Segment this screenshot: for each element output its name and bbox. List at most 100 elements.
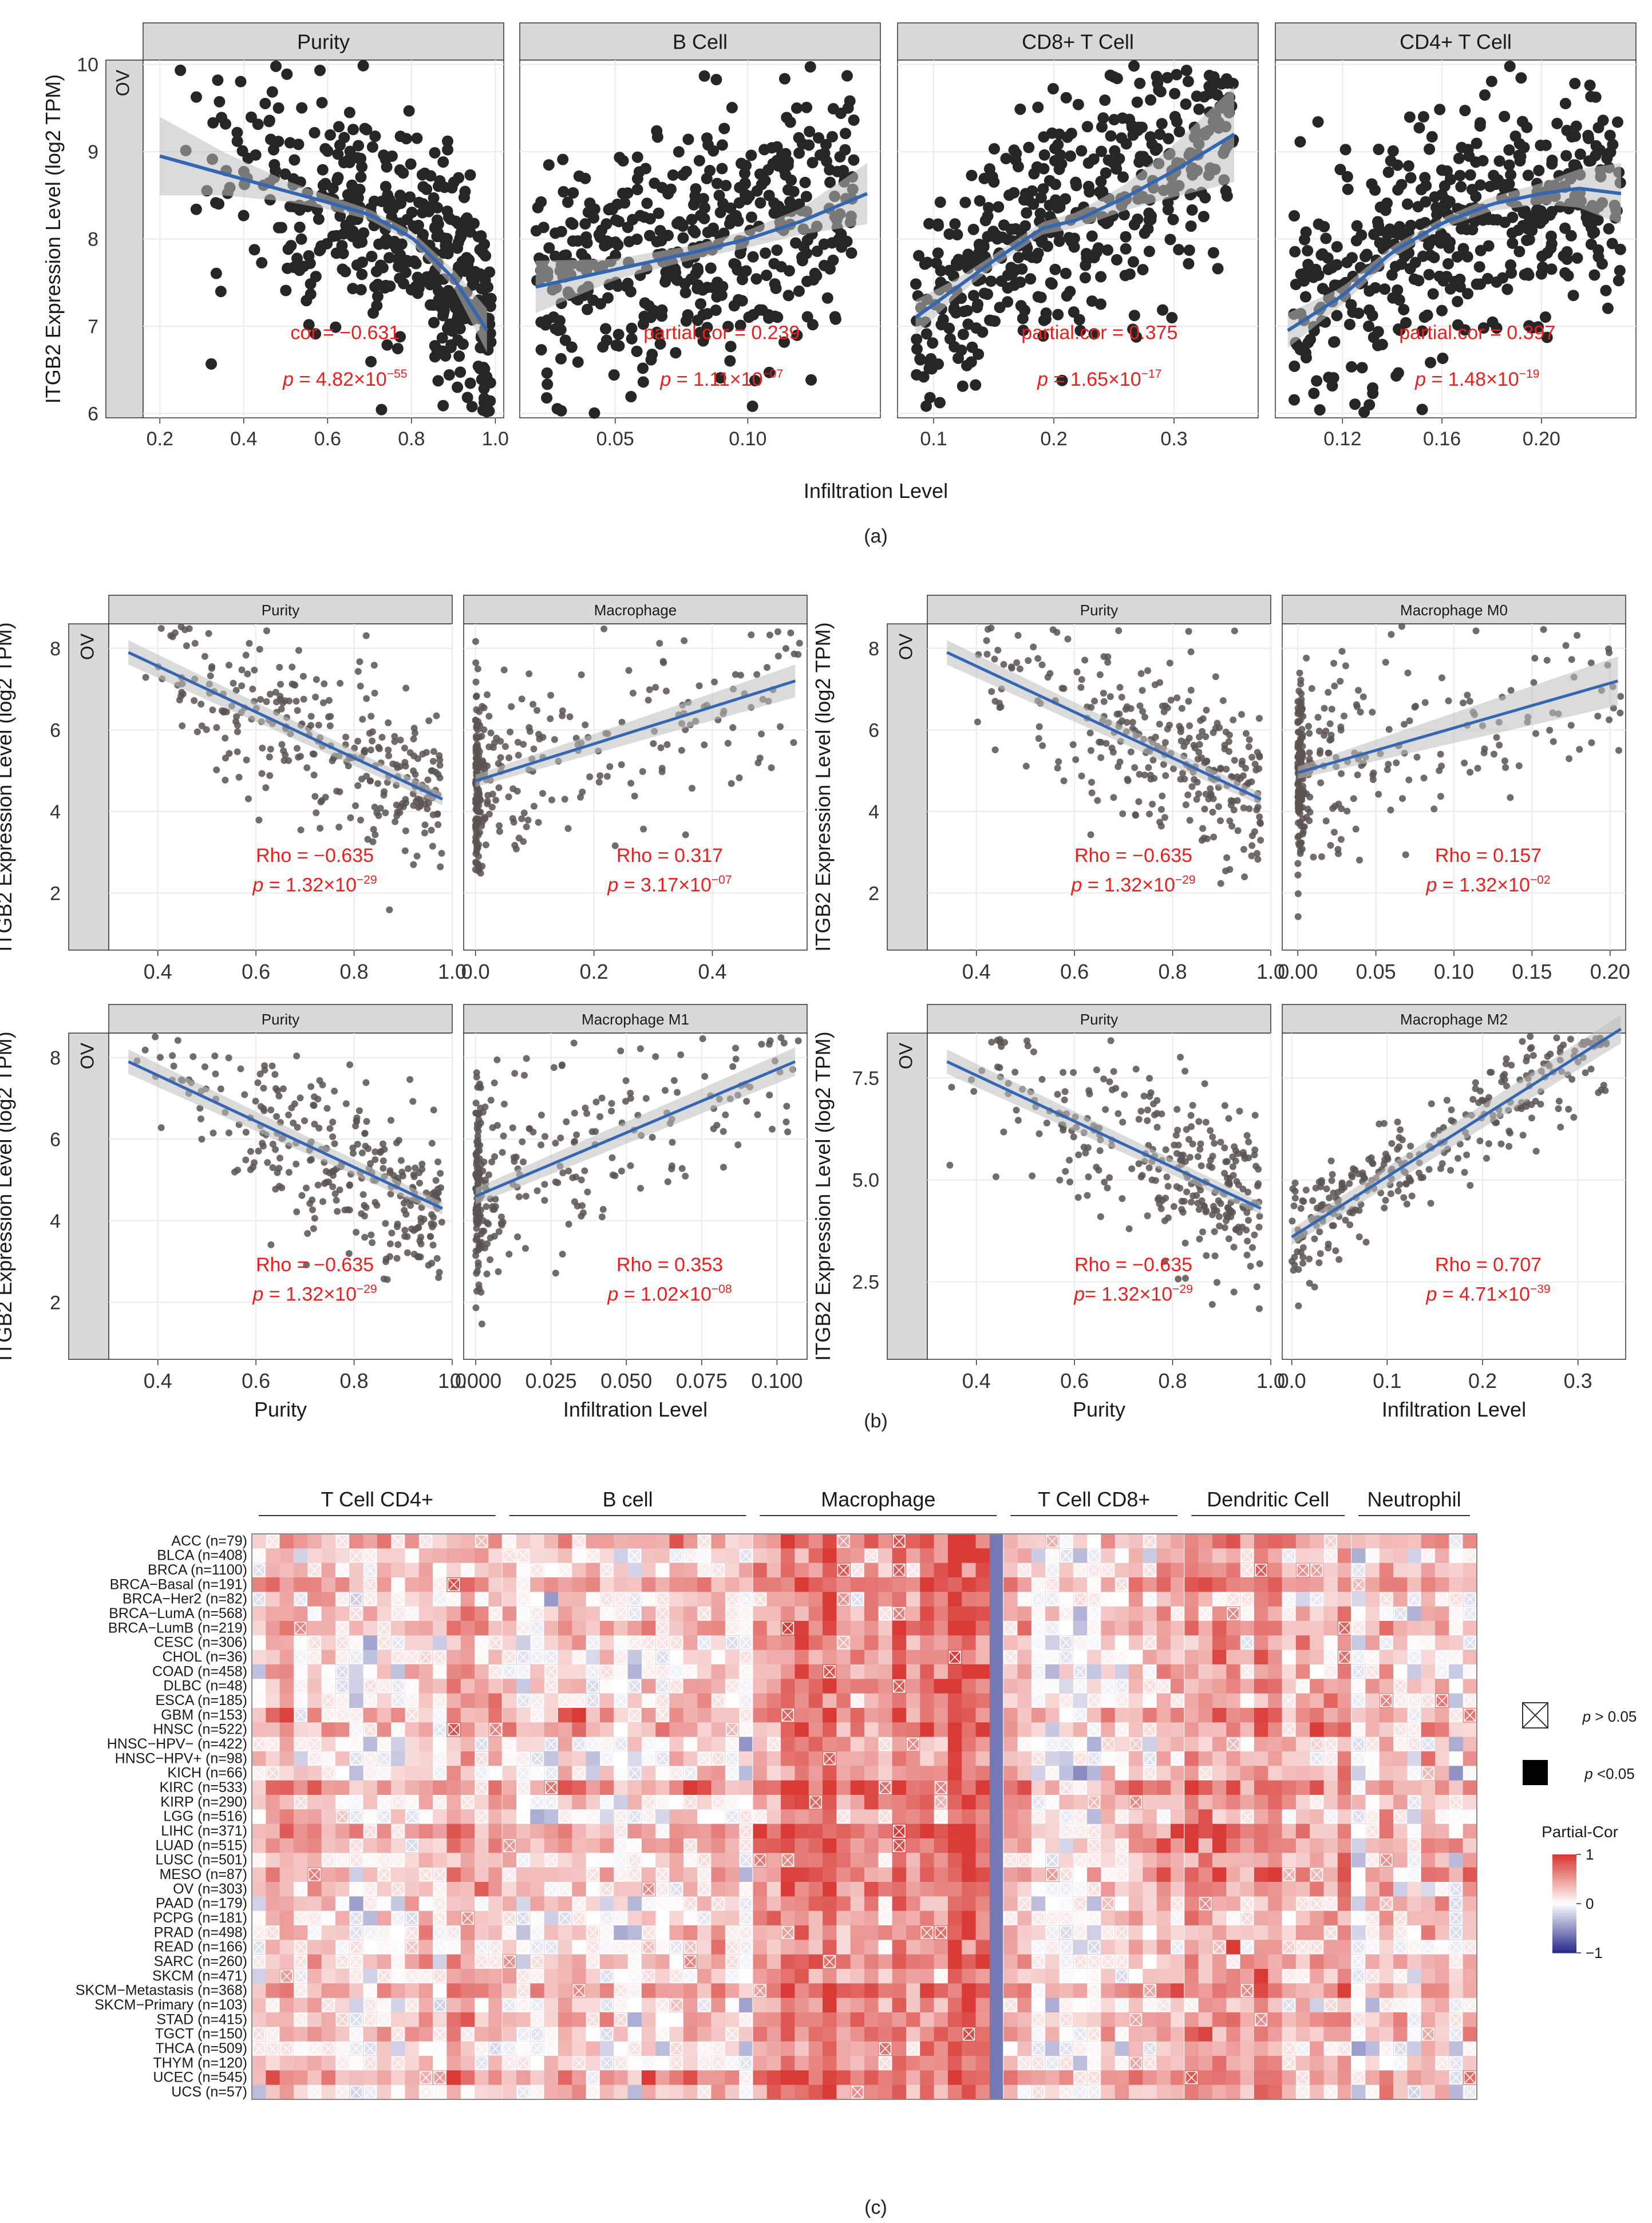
heatmap-cell bbox=[363, 1606, 378, 1621]
p-italic: p bbox=[252, 1283, 263, 1305]
data-point bbox=[1172, 1132, 1180, 1139]
data-point bbox=[344, 145, 356, 157]
data-point bbox=[288, 261, 300, 273]
data-point bbox=[1090, 246, 1102, 258]
data-point bbox=[1187, 1112, 1195, 1119]
data-point bbox=[586, 773, 594, 781]
data-point bbox=[1156, 118, 1168, 130]
data-point bbox=[1117, 171, 1129, 183]
data-point bbox=[1100, 690, 1107, 697]
data-point bbox=[983, 201, 995, 213]
heatmap-cell bbox=[279, 1780, 294, 1795]
data-point bbox=[626, 333, 638, 345]
data-point bbox=[1353, 307, 1365, 319]
heatmap-cell bbox=[266, 1635, 280, 1651]
data-point bbox=[538, 1141, 545, 1149]
data-point bbox=[785, 174, 797, 186]
facet-title: Purity bbox=[1080, 602, 1118, 619]
data-point bbox=[1255, 1305, 1263, 1312]
data-point bbox=[959, 196, 971, 208]
data-point bbox=[1211, 1140, 1218, 1147]
data-point bbox=[1163, 1173, 1171, 1181]
data-point bbox=[480, 1227, 488, 1235]
data-point bbox=[311, 1215, 318, 1222]
data-point bbox=[520, 1158, 527, 1166]
heatmap-cell bbox=[293, 2084, 308, 2100]
data-point bbox=[1503, 159, 1515, 171]
data-point bbox=[285, 1169, 293, 1176]
data-point bbox=[412, 271, 424, 283]
data-point bbox=[1567, 290, 1579, 302]
heatmap-cell bbox=[293, 1809, 308, 1825]
data-point bbox=[763, 366, 775, 378]
data-point bbox=[476, 374, 488, 386]
facet-title: Macrophage M1 bbox=[582, 1011, 689, 1028]
data-point bbox=[429, 147, 441, 159]
data-point bbox=[1196, 1145, 1204, 1153]
data-point bbox=[559, 334, 571, 346]
x-axis-label: Infiltration Level bbox=[804, 479, 948, 503]
data-point bbox=[1243, 1251, 1251, 1259]
data-point bbox=[1331, 241, 1343, 253]
data-point bbox=[682, 831, 689, 838]
data-point bbox=[417, 1240, 425, 1248]
data-point bbox=[324, 129, 336, 141]
heatmap-cell bbox=[307, 1896, 322, 1912]
data-point bbox=[1214, 719, 1221, 727]
data-point bbox=[1118, 209, 1130, 221]
data-point bbox=[404, 191, 416, 203]
data-point bbox=[310, 328, 322, 340]
data-point bbox=[1108, 114, 1120, 126]
data-point bbox=[1137, 670, 1145, 677]
heatmap-cell bbox=[252, 1824, 266, 1839]
data-point bbox=[434, 821, 442, 828]
heatmap-cell bbox=[293, 1925, 308, 1940]
data-point bbox=[1180, 65, 1192, 77]
data-point bbox=[758, 144, 770, 156]
data-point bbox=[475, 1128, 482, 1135]
data-point bbox=[760, 247, 772, 259]
data-point bbox=[1291, 1261, 1298, 1268]
data-point bbox=[1230, 716, 1237, 723]
data-point bbox=[472, 693, 480, 701]
p-exponent: −17 bbox=[1141, 367, 1162, 381]
data-point bbox=[437, 307, 449, 319]
data-point bbox=[710, 1125, 717, 1133]
data-point bbox=[745, 211, 757, 223]
data-point bbox=[1311, 375, 1323, 387]
data-point bbox=[633, 166, 645, 178]
data-point bbox=[1523, 234, 1535, 246]
data-point bbox=[412, 1225, 420, 1233]
data-point bbox=[434, 810, 441, 818]
data-point bbox=[238, 209, 250, 221]
data-point bbox=[263, 627, 270, 635]
data-point bbox=[496, 828, 503, 835]
data-point bbox=[445, 341, 457, 353]
y-axis-label: ITGB2 Expression Level (log2 TPM) bbox=[0, 1031, 16, 1361]
data-point bbox=[1221, 1144, 1228, 1152]
data-point bbox=[961, 359, 973, 371]
data-point bbox=[1297, 1205, 1305, 1212]
heatmap-cell bbox=[349, 2070, 364, 2086]
data-point bbox=[1031, 161, 1043, 173]
data-point bbox=[1070, 1133, 1077, 1141]
data-point bbox=[659, 658, 667, 665]
data-point bbox=[1568, 1075, 1576, 1083]
data-point bbox=[1159, 1197, 1166, 1204]
data-point bbox=[1193, 103, 1205, 115]
data-point bbox=[780, 159, 792, 171]
data-point bbox=[600, 218, 612, 230]
heatmap-cell bbox=[293, 1577, 308, 1592]
heatmap-cell bbox=[321, 2070, 336, 2086]
heatmap-cell bbox=[252, 1896, 266, 1912]
data-point bbox=[1372, 326, 1384, 338]
x-tick-label: 0.20 bbox=[1590, 960, 1630, 983]
data-point bbox=[472, 1204, 480, 1212]
heatmap-cell bbox=[279, 1563, 294, 1578]
data-point bbox=[410, 258, 422, 270]
data-point bbox=[1301, 823, 1308, 830]
x-tick-label: 0.4 bbox=[698, 960, 726, 983]
data-point bbox=[1519, 268, 1531, 280]
data-point bbox=[424, 776, 432, 784]
data-point bbox=[254, 1079, 262, 1086]
